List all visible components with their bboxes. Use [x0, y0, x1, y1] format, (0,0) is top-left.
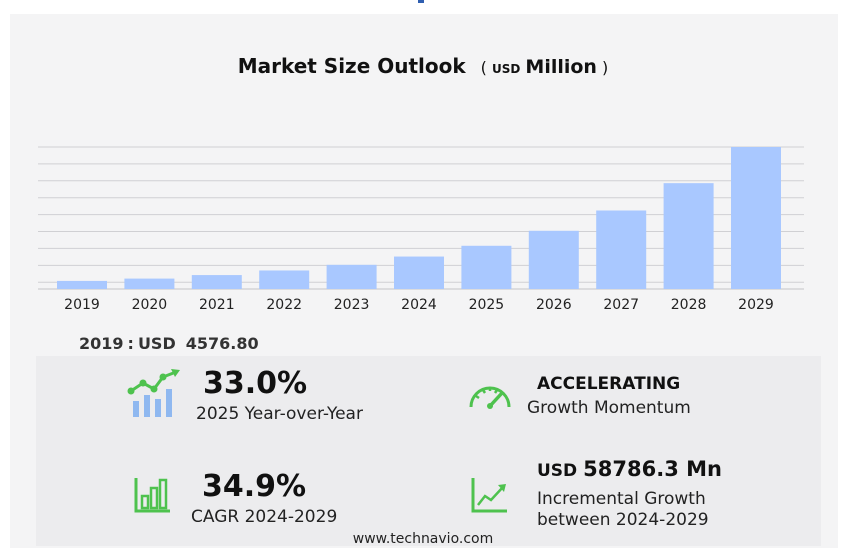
- trend-line-icon: [471, 478, 507, 513]
- bar-2019: [57, 280, 107, 289]
- cagr-label: CAGR 2024-2029: [191, 507, 337, 528]
- base-year: 2019: [79, 334, 124, 353]
- chart-title-main: Market Size Outlook: [237, 54, 466, 78]
- x-tick-label: 2025: [469, 297, 505, 313]
- unit-scale: Million: [525, 56, 597, 78]
- incremental-label-line2: between 2024-2029: [537, 510, 709, 530]
- base-currency: USD: [137, 334, 176, 353]
- base-year-value: 2019: USD 4576.80: [79, 334, 259, 353]
- base-amount: 4576.80: [185, 334, 259, 353]
- incremental-stat: USD 58786.3 Mn Incremental Growth between…: [537, 457, 722, 531]
- bar-2021: [191, 275, 242, 289]
- x-tick-label: 2022: [266, 297, 302, 313]
- cagr-value: 34.9%: [202, 469, 307, 504]
- stats-panel: [36, 356, 821, 546]
- bar-2023: [326, 264, 377, 289]
- momentum-stat: ACCELERATING Growth Momentum: [527, 373, 691, 419]
- chart-title-unit: ( USD Million ): [480, 56, 609, 78]
- cagr-label-prefix: CAGR: [191, 507, 240, 527]
- incremental-label-line1: Incremental Growth: [537, 489, 706, 509]
- x-tick-label: 2026: [536, 297, 572, 313]
- incremental-currency: USD: [537, 461, 578, 481]
- chart-title: Market Size Outlook ( USD Million ): [0, 54, 846, 78]
- x-tick-label: 2023: [334, 297, 370, 313]
- momentum-value: ACCELERATING: [537, 374, 681, 394]
- bar-2028: [663, 183, 714, 289]
- top-accent-mark: [418, 0, 424, 3]
- speedometer-icon: [469, 386, 511, 409]
- bar-2026: [528, 230, 579, 289]
- x-tick-label: 2019: [64, 297, 100, 313]
- momentum-label: Growth Momentum: [527, 398, 691, 418]
- footer-url: www.technavio.com: [352, 531, 494, 547]
- unit-currency: USD: [491, 62, 521, 76]
- bar-2022: [259, 270, 310, 289]
- bar-chart: 2019 2020 2021 2022 2023 2024 2025 2026 2027 2028…: [38, 146, 804, 313]
- x-tick-label: 2024: [401, 297, 437, 313]
- bar-chart-icon: [134, 478, 170, 513]
- bar-2027: [596, 210, 647, 289]
- x-tick-label: 2028: [671, 297, 707, 313]
- growth-bars-icon: [127, 369, 180, 417]
- yoy-value: 33.0%: [203, 366, 308, 401]
- bar-2029: [731, 147, 781, 289]
- x-tick-label: 2020: [132, 297, 168, 313]
- bar-2020: [124, 278, 175, 289]
- yoy-label: 2025 Year-over-Year: [196, 404, 363, 424]
- x-tick-label: 2027: [603, 297, 639, 313]
- bar-2024: [394, 256, 444, 289]
- incremental-amount: USD 58786.3 Mn: [537, 457, 722, 483]
- x-tick-label: 2021: [199, 297, 235, 313]
- cagr-label-period: 2024-2029: [244, 507, 338, 527]
- bar-2025: [461, 245, 512, 289]
- x-tick-label: 2029: [738, 297, 774, 313]
- cagr-stat: 34.9% CAGR 2024-2029: [191, 469, 337, 528]
- incremental-value: 58786.3 Mn: [583, 457, 722, 481]
- yoy-stat: 33.0% 2025 Year-over-Year: [196, 366, 363, 425]
